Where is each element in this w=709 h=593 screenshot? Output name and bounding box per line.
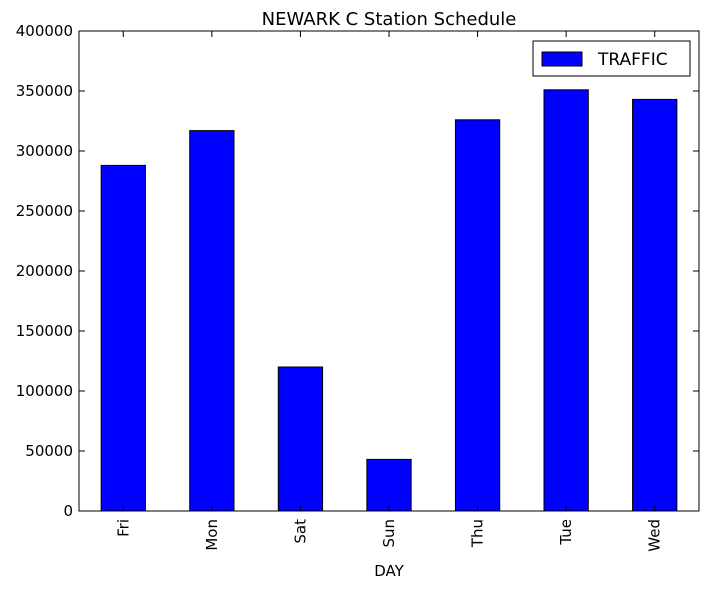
bar-fri (100, 164, 146, 512)
x-tick-label-thu: Thu (469, 519, 487, 548)
x-tick-label-mon: Mon (203, 519, 221, 551)
y-axis-ticks: 0 50000 100000 150000 200000 250000 300000 3500… (16, 22, 699, 520)
x-tick-label-fri: Fri (114, 519, 132, 537)
bar-mon (189, 130, 235, 512)
y-tick-label: 200000 (16, 262, 73, 280)
y-tick-label: 100000 (16, 382, 73, 400)
chart-title: NEWARK C Station Schedule (262, 9, 517, 30)
legend-swatch (541, 51, 583, 67)
x-tick-label-sat: Sat (291, 519, 309, 544)
legend-label: TRAFFIC (597, 50, 668, 70)
bar-wed (632, 98, 678, 512)
bar-sat (277, 366, 324, 512)
y-tick-label: 50000 (25, 442, 73, 460)
legend-box (532, 40, 691, 77)
y-tick-label: 350000 (16, 82, 73, 100)
y-tick-label: 250000 (16, 202, 73, 220)
bar-sun (366, 458, 412, 512)
bar-tue (543, 89, 589, 512)
x-axis-ticks: Fri Mon Sat Sun Thu Tue Wed (114, 31, 664, 552)
x-tick-label-wed: Wed (646, 519, 664, 552)
x-axis-label: DAY (374, 562, 404, 580)
x-tick-label-tue: Tue (557, 519, 575, 546)
bar-thu (454, 119, 501, 512)
x-tick-label-sun: Sun (380, 519, 398, 548)
bars-layer (100, 89, 678, 512)
y-tick-label: 150000 (16, 322, 73, 340)
legend: TRAFFIC (532, 40, 691, 77)
y-tick-label: 300000 (16, 142, 73, 160)
y-tick-label: 0 (63, 502, 73, 520)
plot-frame (78, 30, 700, 512)
y-tick-label: 400000 (16, 22, 73, 40)
